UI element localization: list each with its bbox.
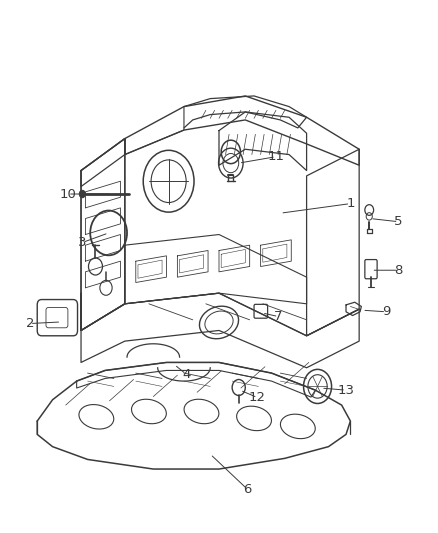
Text: 10: 10 bbox=[60, 188, 76, 200]
Text: 2: 2 bbox=[25, 317, 34, 330]
Text: 5: 5 bbox=[394, 215, 403, 228]
Circle shape bbox=[79, 190, 85, 198]
Text: 13: 13 bbox=[338, 384, 354, 397]
Text: 1: 1 bbox=[346, 197, 355, 210]
Text: 6: 6 bbox=[243, 483, 252, 496]
Text: 8: 8 bbox=[394, 264, 403, 277]
Text: 7: 7 bbox=[274, 310, 283, 323]
Text: 11: 11 bbox=[268, 150, 284, 163]
Text: 3: 3 bbox=[78, 236, 87, 249]
Text: 9: 9 bbox=[382, 305, 391, 318]
Text: 12: 12 bbox=[249, 391, 266, 404]
Text: 4: 4 bbox=[182, 368, 191, 381]
